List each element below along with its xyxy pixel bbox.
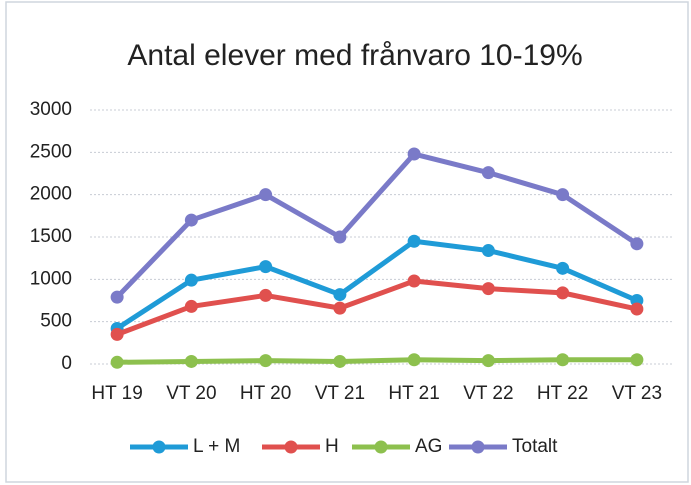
data-point — [556, 188, 570, 202]
x-tick-label: HT 19 — [91, 383, 142, 404]
data-point — [630, 237, 644, 251]
data-point — [407, 234, 421, 248]
y-tick-label: 500 — [40, 311, 72, 332]
data-point — [110, 355, 124, 369]
data-point — [481, 166, 495, 180]
data-point — [110, 327, 124, 341]
legend-marker — [284, 440, 298, 454]
x-tick-label: VT 20 — [166, 383, 216, 404]
chart-title: Antal elever med frånvaro 10-19% — [127, 39, 582, 72]
y-tick-label: 2500 — [30, 141, 72, 162]
y-tick-label: 2000 — [30, 184, 72, 205]
data-point — [481, 354, 495, 368]
legend-label: Totalt — [512, 436, 558, 457]
data-point — [556, 286, 570, 300]
data-point — [630, 302, 644, 316]
y-tick-label: 0 — [61, 353, 72, 374]
data-point — [259, 260, 273, 274]
data-point — [184, 213, 198, 227]
legend-marker — [471, 440, 485, 454]
data-point — [259, 188, 273, 202]
legend-marker — [152, 440, 166, 454]
data-point — [333, 230, 347, 244]
data-point — [110, 290, 124, 304]
x-tick-label: HT 21 — [388, 383, 439, 404]
y-tick-label: 1500 — [30, 226, 72, 247]
data-point — [184, 273, 198, 287]
data-point — [407, 274, 421, 288]
series-line — [116, 278, 638, 337]
x-tick-label: HT 20 — [240, 383, 291, 404]
legend-marker — [374, 440, 388, 454]
y-tick-label: 3000 — [30, 99, 72, 120]
data-point — [481, 244, 495, 258]
data-point — [630, 353, 644, 367]
data-point — [184, 299, 198, 313]
data-point — [556, 353, 570, 367]
y-tick-label: 1000 — [30, 268, 72, 289]
x-tick-label: HT 22 — [537, 383, 588, 404]
data-point — [481, 282, 495, 296]
series-line — [115, 151, 639, 299]
legend-label: L + M — [193, 436, 240, 457]
x-tick-label: VT 22 — [463, 383, 513, 404]
series-line — [115, 238, 638, 331]
data-point — [407, 353, 421, 367]
series-line — [117, 357, 637, 365]
data-point — [407, 147, 421, 161]
chart-border — [5, 1, 689, 483]
data-point — [556, 261, 570, 275]
data-point — [259, 288, 273, 302]
data-point — [333, 301, 347, 315]
legend-label: H — [325, 436, 339, 457]
legend-label: AG — [415, 436, 442, 457]
data-point — [333, 288, 347, 302]
data-point — [259, 354, 273, 368]
data-point — [184, 354, 198, 368]
data-point — [333, 354, 347, 368]
x-tick-label: VT 21 — [315, 383, 365, 404]
x-tick-label: VT 23 — [612, 383, 662, 404]
